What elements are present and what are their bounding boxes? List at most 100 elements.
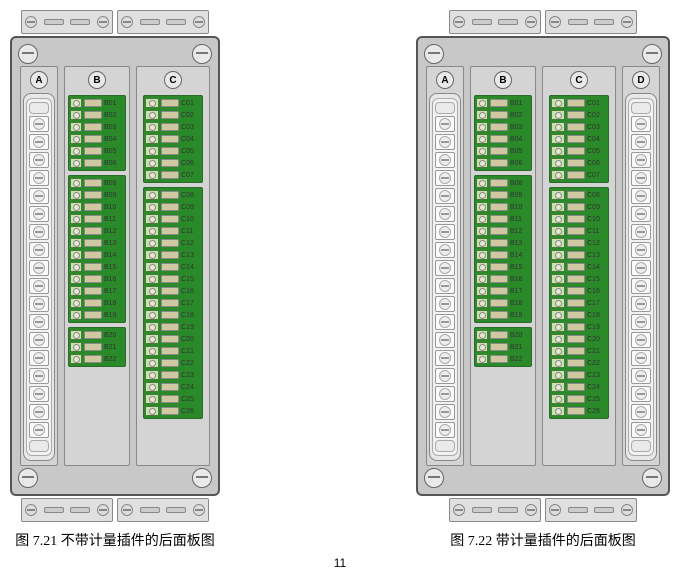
terminal-contact — [161, 159, 179, 167]
terminal-pin-row: C11 — [551, 225, 607, 237]
terminal-screw-icon — [551, 202, 565, 212]
panel-corner-screw-icon — [642, 44, 662, 64]
screw-terminal-pin — [435, 170, 455, 186]
screw-terminal-pin — [631, 368, 651, 384]
terminal-pin-row: C05 — [145, 145, 201, 157]
bracket-slot — [166, 19, 186, 25]
pin-label: C07 — [181, 172, 201, 179]
terminal-pin-row: B05 — [70, 145, 124, 157]
terminal-contact — [84, 147, 102, 155]
screw-terminal-pin — [435, 368, 455, 384]
connector-c-group-1: C08C09C10C11C12C13C14C15C16C17C18C19C20C… — [143, 187, 203, 419]
terminal-contact — [567, 191, 585, 199]
terminal-pin-row: B15 — [476, 261, 530, 273]
pin-label: C02 — [181, 112, 201, 119]
terminal-screw-icon — [70, 298, 82, 308]
pin-label: B17 — [510, 288, 530, 295]
pin-label: B15 — [510, 264, 530, 271]
screw-terminal-pin — [435, 116, 455, 132]
terminal-contact — [161, 239, 179, 247]
pin-label: C02 — [587, 112, 607, 119]
terminal-contact — [567, 227, 585, 235]
terminal-pin-row: B11 — [70, 213, 124, 225]
terminal-screw-icon — [70, 158, 82, 168]
terminal-contact — [567, 395, 585, 403]
terminal-contact — [490, 263, 508, 271]
terminal-contact — [490, 299, 508, 307]
terminal-screw-icon — [145, 262, 159, 272]
bracket-screw-icon — [549, 16, 561, 28]
terminal-screw-icon — [551, 262, 565, 272]
pin-label: B12 — [510, 228, 530, 235]
bracket-slot — [70, 507, 90, 513]
terminal-pin-row: C14 — [145, 261, 201, 273]
connector-column-b: BB01B02B03B04B05B06B08B09B10B11B12B13B14… — [64, 66, 130, 466]
bracket-slot — [498, 507, 518, 513]
terminal-pin-row: C07 — [551, 169, 607, 181]
terminal-pin-row: B02 — [476, 109, 530, 121]
connector-column-c: CC01C02C03C04C05C06C07C08C09C10C11C12C13… — [136, 66, 210, 466]
pin-label: C03 — [587, 124, 607, 131]
pin-label: B14 — [104, 252, 124, 259]
screw-terminal-pin — [435, 296, 455, 312]
terminal-screw-icon — [551, 394, 565, 404]
terminal-screw-icon — [70, 190, 82, 200]
pin-label: B13 — [510, 240, 530, 247]
bracket-screw-icon — [525, 16, 537, 28]
terminal-pin-row: C03 — [551, 121, 607, 133]
pin-label: B19 — [510, 312, 530, 319]
terminal-pin-row: B18 — [476, 297, 530, 309]
terminal-contact — [84, 99, 102, 107]
screw-terminal-pin — [435, 422, 455, 438]
terminal-pin-row: C06 — [145, 157, 201, 169]
terminal-pin-row: B06 — [476, 157, 530, 169]
terminal-contact — [161, 359, 179, 367]
mounting-bracket-segment — [545, 10, 637, 34]
screw-terminal-pin — [29, 296, 49, 312]
terminal-contact — [161, 123, 179, 131]
column-header-label: C — [164, 71, 182, 89]
screw-terminal-pin — [29, 368, 49, 384]
terminal-contact — [84, 111, 102, 119]
figures-container: ABB01B02B03B04B05B06B08B09B10B11B12B13B1… — [10, 10, 670, 575]
pin-label: C26 — [587, 408, 607, 415]
pin-label: B05 — [510, 148, 530, 155]
screw-terminal-pin — [29, 422, 49, 438]
bracket-screw-icon — [97, 504, 109, 516]
terminal-contact — [161, 135, 179, 143]
pin-label: B18 — [104, 300, 124, 307]
pin-label: B04 — [104, 136, 124, 143]
bracket-slot — [472, 507, 492, 513]
terminal-screw-icon — [70, 110, 82, 120]
terminal-screw-icon — [551, 346, 565, 356]
terminal-pin-row: C12 — [145, 237, 201, 249]
terminal-pin-row: C06 — [551, 157, 607, 169]
connector-c-group-0: C01C02C03C04C05C06C07 — [143, 95, 203, 183]
terminal-pin-row: B12 — [476, 225, 530, 237]
screw-terminal-pin — [29, 170, 49, 186]
bracket-screw-icon — [193, 16, 205, 28]
bracket-slot — [498, 19, 518, 25]
terminal-contact — [490, 99, 508, 107]
terminal-contact — [161, 371, 179, 379]
endcap — [29, 102, 49, 114]
terminal-screw-icon — [145, 110, 159, 120]
pin-label: C21 — [587, 348, 607, 355]
connector-b-group-0: B01B02B03B04B05B06 — [474, 95, 532, 171]
terminal-pin-row: B19 — [476, 309, 530, 321]
terminal-contact — [490, 239, 508, 247]
pin-label: B02 — [510, 112, 530, 119]
screw-terminal-pin — [435, 314, 455, 330]
terminal-contact — [490, 147, 508, 155]
terminal-contact — [490, 179, 508, 187]
terminal-contact — [161, 191, 179, 199]
terminal-screw-icon — [476, 298, 488, 308]
terminal-screw-icon — [70, 238, 82, 248]
terminal-contact — [161, 147, 179, 155]
terminal-contact — [161, 99, 179, 107]
terminal-contact — [84, 239, 102, 247]
pin-label: C03 — [181, 124, 201, 131]
terminal-contact — [567, 359, 585, 367]
terminal-contact — [84, 227, 102, 235]
terminal-screw-icon — [551, 110, 565, 120]
